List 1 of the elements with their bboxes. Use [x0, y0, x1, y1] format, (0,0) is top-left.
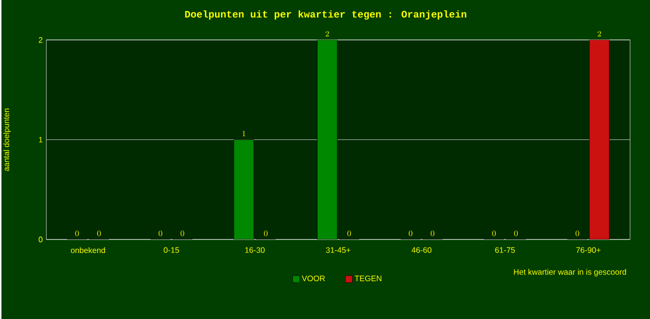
chart-title: Doelpunten uit per kwartier tegen : Oranjeplein	[185, 10, 466, 20]
